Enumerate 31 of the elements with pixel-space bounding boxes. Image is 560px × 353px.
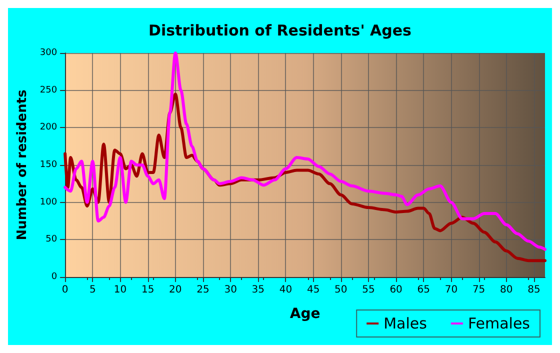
- x-tick-label: 70: [444, 284, 458, 296]
- x-tick-label: 30: [224, 284, 237, 296]
- x-tick-label: 5: [89, 284, 96, 296]
- chart-title: Distribution of Residents' Ages: [148, 22, 412, 40]
- y-tick-label: 250: [40, 85, 58, 96]
- x-tick-label: 50: [334, 284, 348, 296]
- x-axis-title: Age: [290, 306, 320, 322]
- x-tick-label: 35: [252, 284, 265, 296]
- x-tick-label: 15: [141, 284, 154, 296]
- x-tick-label: 25: [196, 284, 210, 296]
- x-tick-label: 20: [169, 284, 182, 296]
- y-tick-label: 0: [51, 272, 58, 282]
- x-tick-label: 85: [528, 284, 540, 296]
- legend-label: Males: [384, 314, 428, 332]
- x-tick-label: 55: [362, 284, 375, 296]
- x-tick-label: 45: [306, 284, 320, 296]
- x-tick-label: 40: [279, 284, 292, 296]
- line-series: [64, 52, 546, 251]
- y-tick-label: 150: [40, 160, 58, 170]
- x-tick-label: 80: [500, 284, 513, 296]
- x-tick-label: 75: [472, 284, 486, 296]
- legend-label: Females: [468, 314, 530, 332]
- x-tick-label: 10: [114, 284, 127, 296]
- x-tick-label: 60: [390, 284, 402, 296]
- y-tick-label: 200: [40, 122, 58, 133]
- x-tick-label: 0: [62, 284, 68, 296]
- x-tick-label: 65: [417, 284, 430, 296]
- y-tick-label: 50: [46, 234, 58, 245]
- y-tick-label: 100: [40, 197, 58, 208]
- y-tick-label: 300: [40, 48, 58, 58]
- y-axis-title: Number of residents: [15, 89, 30, 240]
